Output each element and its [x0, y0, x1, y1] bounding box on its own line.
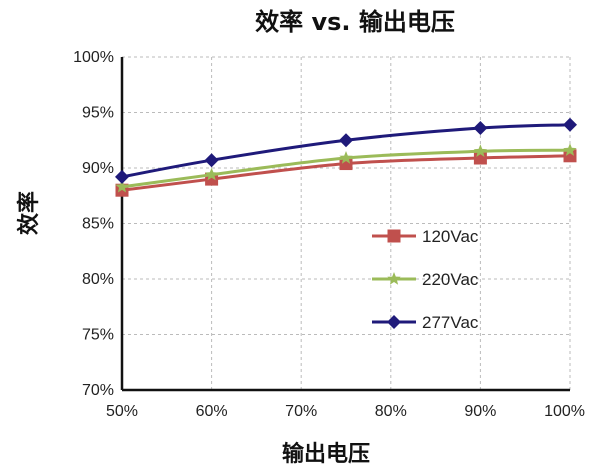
y-tick-labels: 70% 75% 80% 85% 90% 95% 100%: [73, 49, 114, 399]
x-tick-label: 50%: [106, 403, 138, 420]
series-220vac: [115, 143, 577, 193]
data-point-220vac: [204, 167, 219, 181]
y-tick-label: 70%: [82, 382, 114, 399]
data-point-220vac: [339, 151, 353, 164]
y-tick-label: 95%: [82, 105, 114, 122]
data-point-277vac: [204, 153, 219, 168]
legend-item-120vac: 120Vac: [372, 227, 479, 246]
legend-label-120vac: 120Vac: [422, 227, 479, 246]
data-point-277vac: [339, 133, 353, 148]
legend-marker-220vac: [387, 272, 401, 285]
y-axis-title: 效率: [16, 191, 42, 235]
legend: 120Vac 220Vac 277Vac: [372, 227, 479, 332]
data-point-277vac: [115, 169, 129, 184]
y-tick-label: 100%: [73, 49, 114, 66]
legend-item-277vac: 277Vac: [372, 313, 479, 332]
data-point-120vac: [563, 149, 577, 163]
data-point-277vac: [563, 117, 577, 132]
x-tick-label: 80%: [375, 403, 407, 420]
chart-title: 效率 vs. 输出电压: [255, 8, 455, 36]
y-tick-label: 80%: [82, 271, 114, 288]
data-point-220vac: [115, 179, 129, 193]
legend-item-220vac: 220Vac: [372, 270, 479, 289]
data-point-277vac: [473, 121, 488, 136]
y-tick-label: 85%: [82, 216, 114, 233]
data-point-220vac: [563, 143, 577, 156]
x-axis-title: 输出电压: [282, 441, 370, 467]
grid: [121, 56, 571, 391]
legend-label-220vac: 220Vac: [422, 270, 479, 289]
x-tick-label: 100%: [544, 403, 585, 420]
x-tick-label: 70%: [285, 403, 317, 420]
series-277vac: [115, 117, 577, 184]
legend-marker-120vac: [387, 229, 401, 243]
y-tick-label: 75%: [82, 327, 114, 344]
series: [115, 117, 577, 197]
y-tick-label: 90%: [82, 160, 114, 177]
x-tick-labels: 50% 60% 70% 80% 90% 100%: [106, 403, 585, 420]
legend-label-277vac: 277Vac: [422, 313, 479, 332]
legend-marker-277vac: [387, 315, 401, 329]
data-point-220vac: [473, 144, 488, 157]
x-tick-label: 90%: [464, 403, 496, 420]
x-tick-label: 60%: [196, 403, 228, 420]
